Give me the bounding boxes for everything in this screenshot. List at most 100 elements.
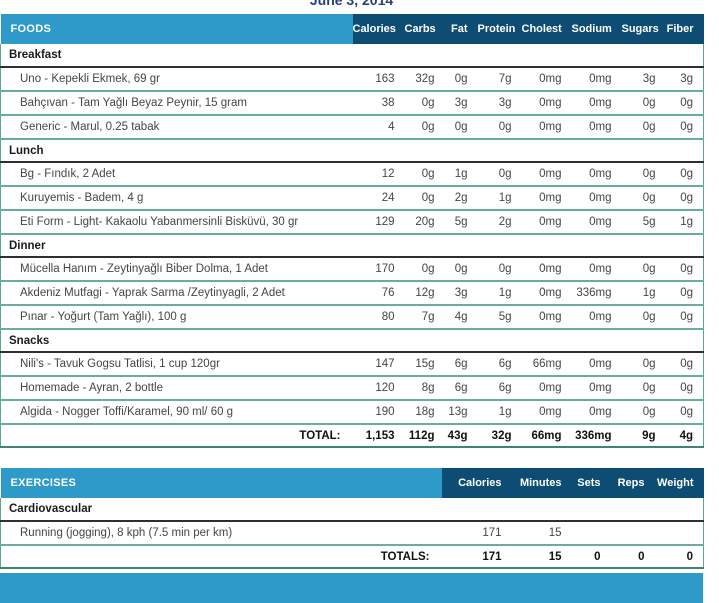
food-name: Uno - Kepekli Ekmek, 69 gr: [0, 67, 353, 92]
food-sugars: 0g: [621, 400, 666, 425]
table-row: Homemade - Ayran, 2 bottle 120 8g 6g 6g …: [0, 376, 704, 401]
food-calories: 120: [352, 376, 405, 401]
food-name: Eti Form - Light- Kakaolu Yabanmersinli …: [0, 210, 353, 235]
food-calories: 147: [352, 352, 405, 377]
foods-table: FOODS Calories Carbs Fat Protein Cholest…: [0, 14, 704, 448]
column-header-protein: Protein: [477, 14, 522, 44]
totals-calories: 171: [441, 544, 512, 569]
table-row: Uno - Kepekli Ekmek, 69 gr 163 32g 0g 7g…: [0, 67, 704, 92]
food-calories: 129: [352, 210, 405, 235]
food-fat: 0g: [444, 257, 478, 282]
column-header-carbs: Carbs: [404, 14, 445, 44]
food-calories: 190: [352, 400, 405, 425]
exercise-name: Running (jogging), 8 kph (7.5 min per km…: [0, 521, 442, 546]
food-calories: 38: [352, 91, 405, 116]
ex-column-header-weight: Weight: [654, 468, 704, 498]
food-fiber: 0g: [665, 186, 704, 211]
food-cholest: 0mg: [521, 210, 572, 235]
food-cholest: 0mg: [521, 281, 572, 306]
food-protein: 0g: [477, 115, 522, 140]
exercise-minutes: 15: [511, 521, 572, 546]
date-heading-clip: June 3, 2014: [0, 0, 719, 10]
food-sugars: 1g: [621, 281, 666, 306]
exercises-table-title: EXERCISES: [0, 468, 442, 498]
food-sugars: 0g: [621, 257, 666, 282]
food-sugars: 3g: [621, 67, 666, 92]
food-carbs: 18g: [404, 400, 445, 425]
food-sodium: 0mg: [571, 91, 622, 116]
food-fat: 2g: [444, 186, 478, 211]
food-calories: 80: [352, 305, 405, 330]
section-label: Snacks: [0, 329, 704, 353]
food-carbs: 12g: [404, 281, 445, 306]
food-sodium: 0mg: [571, 400, 622, 425]
food-name: Homemade - Ayran, 2 bottle: [0, 376, 353, 401]
food-name: Pınar - Yoğurt (Tam Yağlı), 100 g: [0, 305, 353, 330]
food-carbs: 20g: [404, 210, 445, 235]
food-cholest: 0mg: [521, 115, 572, 140]
total-cholest: 66mg: [521, 423, 572, 448]
exercise-weight: [654, 521, 704, 546]
food-protein: 6g: [477, 376, 522, 401]
table-row: Mücella Hanım - Zeytinyağlı Biber Dolma,…: [0, 257, 704, 282]
food-sodium: 0mg: [571, 186, 622, 211]
total-calories: 1,153: [352, 423, 405, 448]
column-header-sodium: Sodium: [571, 14, 622, 44]
exercises-table: EXERCISES Calories Minutes Sets Reps Wei…: [0, 468, 704, 569]
food-name: Mücella Hanım - Zeytinyağlı Biber Dolma,…: [0, 257, 353, 282]
section-header-breakfast: Breakfast: [0, 44, 704, 68]
food-fiber: 0g: [665, 115, 704, 140]
food-carbs: 7g: [404, 305, 445, 330]
food-protein: 6g: [477, 352, 522, 377]
total-sugars: 9g: [621, 423, 666, 448]
food-sodium: 0mg: [571, 115, 622, 140]
food-sugars: 0g: [621, 115, 666, 140]
food-sodium: 0mg: [571, 305, 622, 330]
section-header-lunch: Lunch: [0, 139, 704, 163]
ex-column-header-reps: Reps: [610, 468, 655, 498]
foods-table-title: FOODS: [0, 14, 353, 44]
total-fiber: 4g: [665, 423, 704, 448]
food-fat: 1g: [444, 162, 478, 187]
food-protein: 1g: [477, 400, 522, 425]
table-row: Pınar - Yoğurt (Tam Yağlı), 100 g 80 7g …: [0, 305, 704, 330]
ex-column-header-sets: Sets: [571, 468, 611, 498]
food-cholest: 0mg: [521, 400, 572, 425]
total-protein: 32g: [477, 423, 522, 448]
section-header-snacks: Snacks: [0, 329, 704, 353]
food-fiber: 0g: [665, 376, 704, 401]
table-row: Generic - Marul, 0.25 tabak 4 0g 0g 0g 0…: [0, 115, 704, 140]
food-fat: 5g: [444, 210, 478, 235]
food-fat: 6g: [444, 376, 478, 401]
food-fat: 0g: [444, 115, 478, 140]
section-label: Breakfast: [0, 44, 704, 68]
food-carbs: 0g: [404, 91, 445, 116]
food-fiber: 0g: [665, 162, 704, 187]
food-fiber: 0g: [665, 305, 704, 330]
food-cholest: 0mg: [521, 376, 572, 401]
food-fat: 6g: [444, 352, 478, 377]
food-fat: 3g: [444, 91, 478, 116]
totals-sets: 0: [571, 544, 611, 569]
food-sugars: 0g: [621, 162, 666, 187]
section-header-cardiovascular: Cardiovascular: [0, 498, 704, 522]
food-fiber: 0g: [665, 400, 704, 425]
food-carbs: 0g: [404, 115, 445, 140]
food-sodium: 0mg: [571, 210, 622, 235]
column-header-fat: Fat: [444, 14, 478, 44]
ex-column-header-minutes: Minutes: [511, 468, 572, 498]
food-calories: 170: [352, 257, 405, 282]
food-calories: 76: [352, 281, 405, 306]
food-protein: 2g: [477, 210, 522, 235]
food-protein: 7g: [477, 67, 522, 92]
food-sugars: 5g: [621, 210, 666, 235]
section-label: Lunch: [0, 139, 704, 163]
food-name: Algida - Nogger Toffi/Karamel, 90 ml/ 60…: [0, 400, 353, 425]
food-carbs: 0g: [404, 257, 445, 282]
food-fat: 3g: [444, 281, 478, 306]
food-cholest: 66mg: [521, 352, 572, 377]
food-fiber: 1g: [665, 210, 704, 235]
food-protein: 5g: [477, 305, 522, 330]
exercises-total-row: TOTALS: 171 15 0 0 0: [0, 544, 704, 569]
